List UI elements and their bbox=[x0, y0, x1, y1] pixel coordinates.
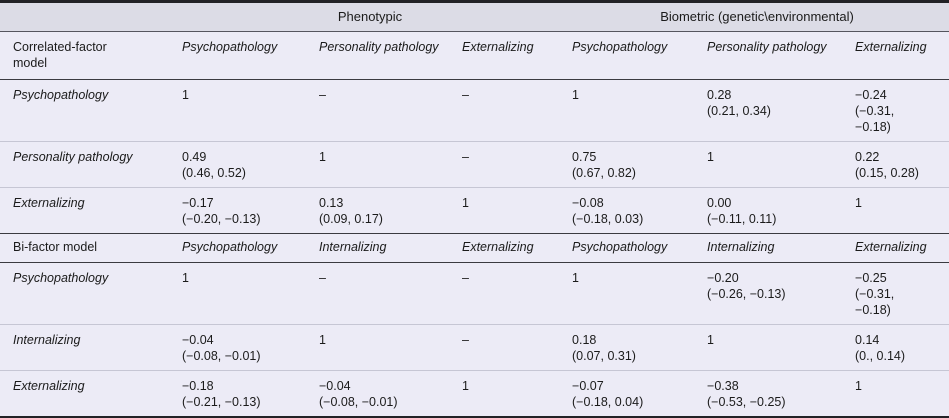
col-header: Internalizing bbox=[700, 233, 849, 263]
cell: −0.38 (−0.53, −0.25) bbox=[707, 379, 786, 409]
cell: 1 bbox=[462, 196, 469, 210]
cell: 1 bbox=[700, 324, 849, 371]
table-row: Personality pathology 0.49 (0.46, 0.52) … bbox=[0, 141, 949, 188]
section-label-bifactor: Bi-factor model bbox=[0, 233, 175, 263]
col-header: Externalizing bbox=[848, 31, 949, 80]
row-label: Externalizing bbox=[13, 196, 85, 210]
cell: −0.25 (−0.31, −0.18) bbox=[848, 262, 949, 325]
col-header: Psychopathology bbox=[175, 31, 312, 80]
section-label-correlated: Correlated-factor model bbox=[0, 31, 175, 80]
table-row: Psychopathology 1 – – 1 −0.20 (−0.26, −0… bbox=[0, 262, 949, 325]
col-header: Psychopathology bbox=[175, 233, 312, 263]
cell: 1 bbox=[462, 379, 469, 393]
col-header: Personality pathology bbox=[312, 31, 455, 80]
cell: 1 bbox=[565, 79, 701, 142]
col-header: Personality pathology bbox=[700, 31, 849, 80]
cell: 0.22 (0.15, 0.28) bbox=[848, 141, 949, 188]
col-header: Externalizing bbox=[455, 233, 566, 263]
col-header: Internalizing bbox=[312, 233, 455, 263]
cell: 1 bbox=[175, 262, 312, 325]
cell: – bbox=[455, 324, 566, 371]
col-header: Externalizing bbox=[848, 233, 949, 263]
cell: 1 bbox=[855, 379, 862, 393]
row-label: Psychopathology bbox=[0, 79, 175, 142]
row-label: Psychopathology bbox=[0, 262, 175, 325]
cell: – bbox=[312, 79, 455, 142]
row-label: Externalizing bbox=[13, 379, 85, 393]
table-row: Psychopathology 1 – – 1 0.28 (0.21, 0.34… bbox=[0, 79, 949, 142]
group-header-row: Phenotypic Biometric (genetic\environmen… bbox=[0, 1, 949, 32]
group-header-biometric: Biometric (genetic\environmental) bbox=[565, 1, 949, 32]
col-header: Psychopathology bbox=[565, 233, 701, 263]
cell: – bbox=[312, 262, 455, 325]
cell: 0.75 (0.67, 0.82) bbox=[565, 141, 701, 188]
cell: 0.14 (0., 0.14) bbox=[848, 324, 949, 371]
row-label: Personality pathology bbox=[0, 141, 175, 188]
cell: −0.20 (−0.26, −0.13) bbox=[700, 262, 849, 325]
cell: 1 bbox=[855, 196, 862, 210]
group-header-phenotypic: Phenotypic bbox=[175, 1, 566, 32]
cell: −0.24 (−0.31, −0.18) bbox=[848, 79, 949, 142]
col-header: Psychopathology bbox=[565, 31, 701, 80]
cell: 0.49 (0.46, 0.52) bbox=[175, 141, 312, 188]
cell: 1 bbox=[700, 141, 849, 188]
cell: – bbox=[455, 141, 566, 188]
cell: −0.04 (−0.08, −0.01) bbox=[175, 324, 312, 371]
cell: 1 bbox=[312, 141, 455, 188]
cell: – bbox=[455, 262, 566, 325]
row-label: Internalizing bbox=[0, 324, 175, 371]
bifactor-header-row: Bi-factor model Psychopathology Internal… bbox=[0, 233, 949, 263]
table-row: Externalizing −0.17 (−0.20, −0.13) 0.13 … bbox=[0, 188, 949, 234]
cell: 1 bbox=[312, 324, 455, 371]
group-header-spacer bbox=[0, 1, 175, 32]
col-header: Externalizing bbox=[455, 31, 566, 80]
cell: −0.08 (−0.18, 0.03) bbox=[572, 196, 644, 226]
cell: 1 bbox=[175, 79, 312, 142]
cell: −0.18 (−0.21, −0.13) bbox=[182, 379, 261, 409]
correlated-header-row: Correlated-factor model Psychopathology … bbox=[0, 31, 949, 80]
cell: 0.18 (0.07, 0.31) bbox=[565, 324, 701, 371]
cell: −0.17 (−0.20, −0.13) bbox=[182, 196, 261, 226]
cell: 0.00 (−0.11, 0.11) bbox=[707, 196, 777, 226]
cell: 0.13 (0.09, 0.17) bbox=[319, 196, 383, 226]
cell: 1 bbox=[565, 262, 701, 325]
cell: – bbox=[455, 79, 566, 142]
table-row: Internalizing −0.04 (−0.08, −0.01) 1 – 0… bbox=[0, 324, 949, 371]
table-row: Externalizing −0.18 (−0.21, −0.13) −0.04… bbox=[0, 371, 949, 418]
cell: −0.07 (−0.18, 0.04) bbox=[572, 379, 644, 409]
cell: −0.04 (−0.08, −0.01) bbox=[319, 379, 398, 409]
cell: 0.28 (0.21, 0.34) bbox=[700, 79, 849, 142]
